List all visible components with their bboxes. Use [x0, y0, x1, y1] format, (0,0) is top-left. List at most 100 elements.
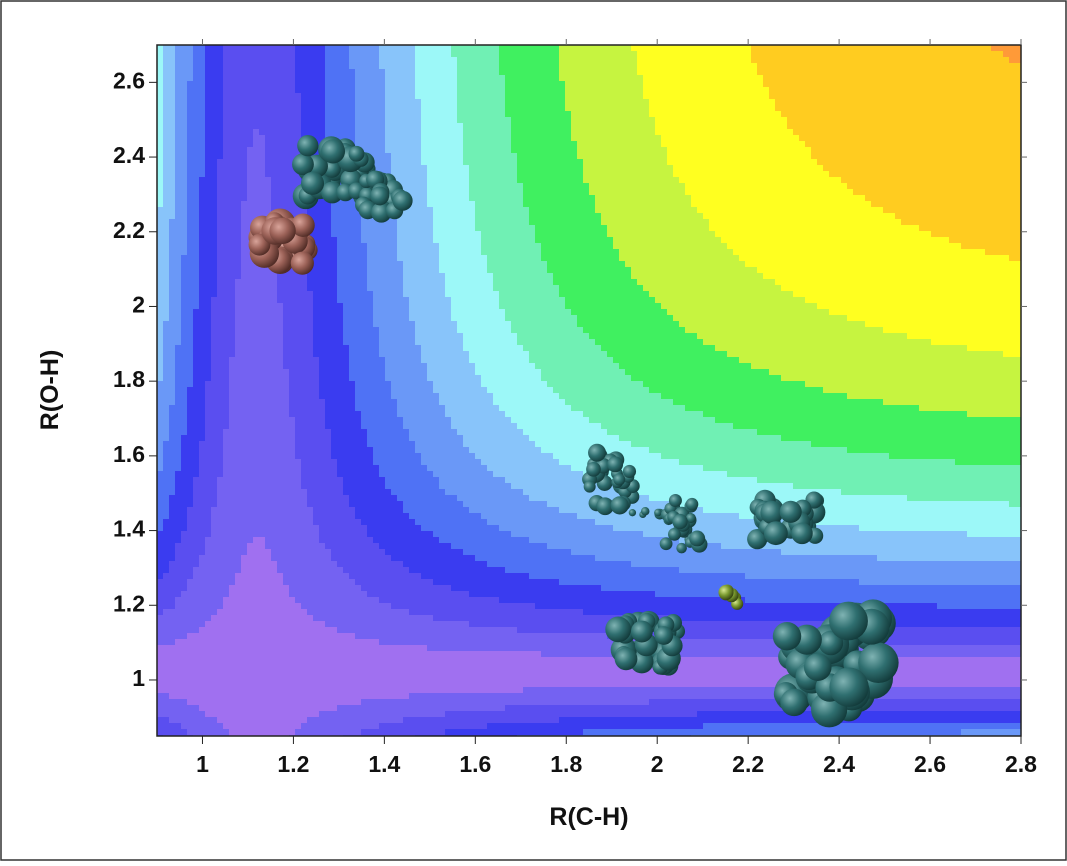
- contour-cell: [223, 147, 230, 154]
- contour-cell: [829, 111, 836, 118]
- contour-cell: [625, 129, 632, 136]
- contour-cell: [577, 75, 584, 82]
- contour-cell: [493, 153, 500, 160]
- contour-cell: [427, 69, 434, 76]
- contour-cell: [673, 117, 680, 124]
- contour-cell: [391, 117, 398, 124]
- contour-cell: [967, 117, 974, 124]
- contour-cell: [1003, 123, 1010, 130]
- contour-cell: [895, 153, 902, 160]
- contour-cell: [559, 177, 566, 184]
- contour-cell: [565, 147, 572, 154]
- contour-cell: [361, 93, 368, 100]
- contour-cell: [619, 147, 626, 154]
- contour-cell: [505, 135, 512, 142]
- contour-cell: [889, 75, 896, 82]
- contour-cell: [535, 57, 542, 64]
- contour-cell: [253, 75, 260, 82]
- contour-cell: [679, 75, 686, 82]
- contour-cell: [301, 93, 308, 100]
- contour-cell: [619, 159, 626, 166]
- contour-cell: [805, 117, 812, 124]
- contour-cell: [589, 159, 596, 166]
- contour-cell: [823, 117, 830, 124]
- contour-cell: [259, 69, 266, 76]
- contour-cell: [859, 117, 866, 124]
- contour-cell: [925, 153, 932, 160]
- contour-cell: [871, 45, 878, 52]
- contour-cell: [781, 63, 788, 70]
- contour-cell: [313, 81, 320, 88]
- contour-cell: [685, 129, 692, 136]
- contour-cell: [193, 87, 200, 94]
- contour-cell: [871, 141, 878, 148]
- contour-cell: [823, 213, 830, 220]
- contour-cell: [355, 57, 362, 64]
- contour-cell: [181, 237, 188, 244]
- contour-cell: [457, 153, 464, 160]
- contour-cell: [307, 57, 314, 64]
- contour-cell: [199, 105, 206, 112]
- contour-cell: [235, 63, 242, 70]
- contour-cell: [583, 105, 590, 112]
- contour-cell: [931, 117, 938, 124]
- contour-cell: [709, 147, 716, 154]
- contour-cell: [613, 111, 620, 118]
- contour-cell: [397, 93, 404, 100]
- contour-cell: [547, 201, 554, 208]
- contour-cell: [727, 99, 734, 106]
- contour-cell: [385, 225, 392, 232]
- contour-cell: [535, 147, 542, 154]
- contour-cell: [229, 69, 236, 76]
- contour-cell: [1009, 201, 1016, 208]
- contour-cell: [295, 87, 302, 94]
- contour-cell: [277, 129, 284, 136]
- contour-cell: [1003, 87, 1010, 94]
- contour-cell: [451, 99, 458, 106]
- contour-cell: [385, 117, 392, 124]
- contour-cell: [439, 123, 446, 130]
- contour-cell: [421, 135, 428, 142]
- contour-cell: [169, 123, 176, 130]
- contour-cell: [901, 231, 908, 238]
- contour-cell: [535, 207, 542, 214]
- contour-cell: [715, 219, 722, 226]
- contour-cell: [1009, 195, 1016, 202]
- contour-cell: [829, 141, 836, 148]
- contour-cell: [757, 87, 764, 94]
- contour-cell: [991, 123, 998, 130]
- contour-cell: [487, 117, 494, 124]
- contour-cell: [481, 225, 488, 232]
- contour-cell: [787, 129, 794, 136]
- contour-cell: [739, 75, 746, 82]
- contour-cell: [781, 129, 788, 136]
- contour-cell: [967, 183, 974, 190]
- contour-cell: [325, 123, 332, 130]
- contour-cell: [427, 81, 434, 88]
- contour-cell: [739, 135, 746, 142]
- contour-cell: [427, 45, 434, 52]
- contour-cell: [739, 63, 746, 70]
- contour-cell: [577, 165, 584, 172]
- contour-cell: [739, 171, 746, 178]
- contour-cell: [865, 105, 872, 112]
- contour-cell: [991, 153, 998, 160]
- contour-cell: [1003, 57, 1010, 64]
- contour-cell: [193, 93, 200, 100]
- contour-cell: [607, 45, 614, 52]
- contour-cell: [199, 189, 206, 196]
- contour-cell: [709, 153, 716, 160]
- contour-cell: [847, 123, 854, 130]
- contour-cell: [673, 93, 680, 100]
- contour-cell: [649, 147, 656, 154]
- contour-cell: [787, 219, 794, 226]
- contour-cell: [553, 189, 560, 196]
- contour-cell: [175, 63, 182, 70]
- contour-cell: [205, 165, 212, 172]
- contour-cell: [499, 57, 506, 64]
- contour-cell: [403, 75, 410, 82]
- contour-cell: [691, 171, 698, 178]
- contour-cell: [373, 231, 380, 238]
- contour-cell: [919, 183, 926, 190]
- contour-cell: [895, 201, 902, 208]
